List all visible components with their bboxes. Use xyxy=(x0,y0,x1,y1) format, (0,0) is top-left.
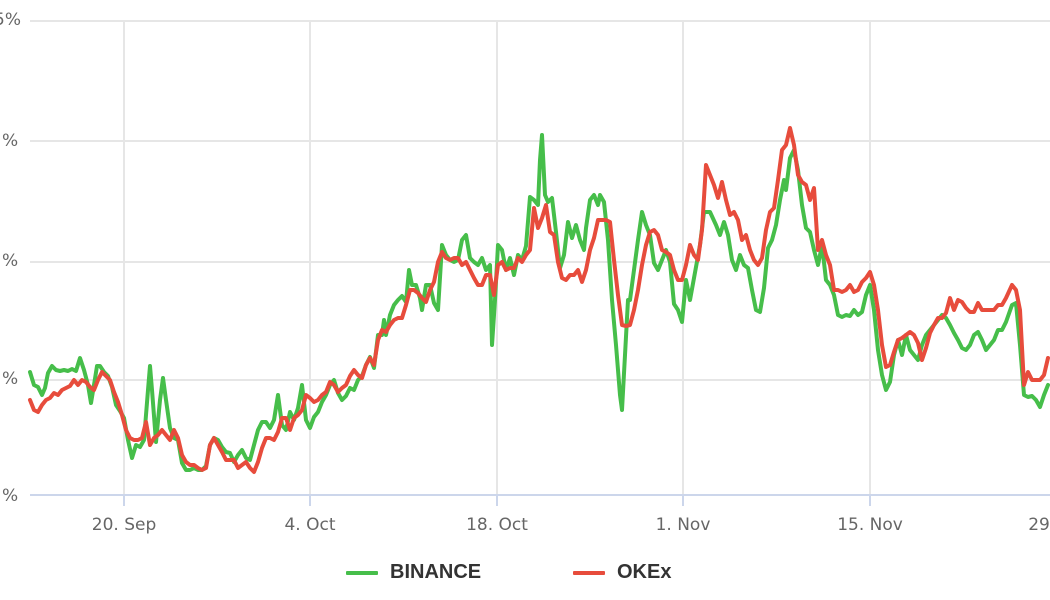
chart-legend: BINANCE OKEx xyxy=(0,561,1050,591)
x-tick-label: 20. Sep xyxy=(91,515,157,535)
legend-item-binance[interactable]: BINANCE xyxy=(346,561,481,584)
legend-label: OKEx xyxy=(617,561,672,583)
y-tick-label: % xyxy=(2,131,19,151)
x-axis-ticks xyxy=(123,495,871,506)
x-tick-label: 29. No xyxy=(1028,515,1050,535)
x-tick-label: 15. Nov xyxy=(837,515,903,535)
y-tick-label: 5% xyxy=(0,10,21,30)
x-tick-label: 1. Nov xyxy=(655,515,711,535)
horizontal-gridlines xyxy=(30,20,1050,381)
legend-line-icon xyxy=(573,570,605,575)
legend-label: BINANCE xyxy=(390,561,482,583)
series-line-binance[interactable] xyxy=(28,133,1050,472)
legend-item-okex[interactable]: OKEx xyxy=(573,561,671,584)
series-line-okex[interactable] xyxy=(28,126,1050,474)
x-tick-label: 4. Oct xyxy=(284,515,336,535)
y-tick-label: % xyxy=(2,486,19,506)
legend-line-icon xyxy=(346,570,378,575)
x-tick-label: 18. Oct xyxy=(466,515,528,535)
y-tick-label: % xyxy=(2,251,19,271)
y-tick-label: % xyxy=(2,369,19,389)
